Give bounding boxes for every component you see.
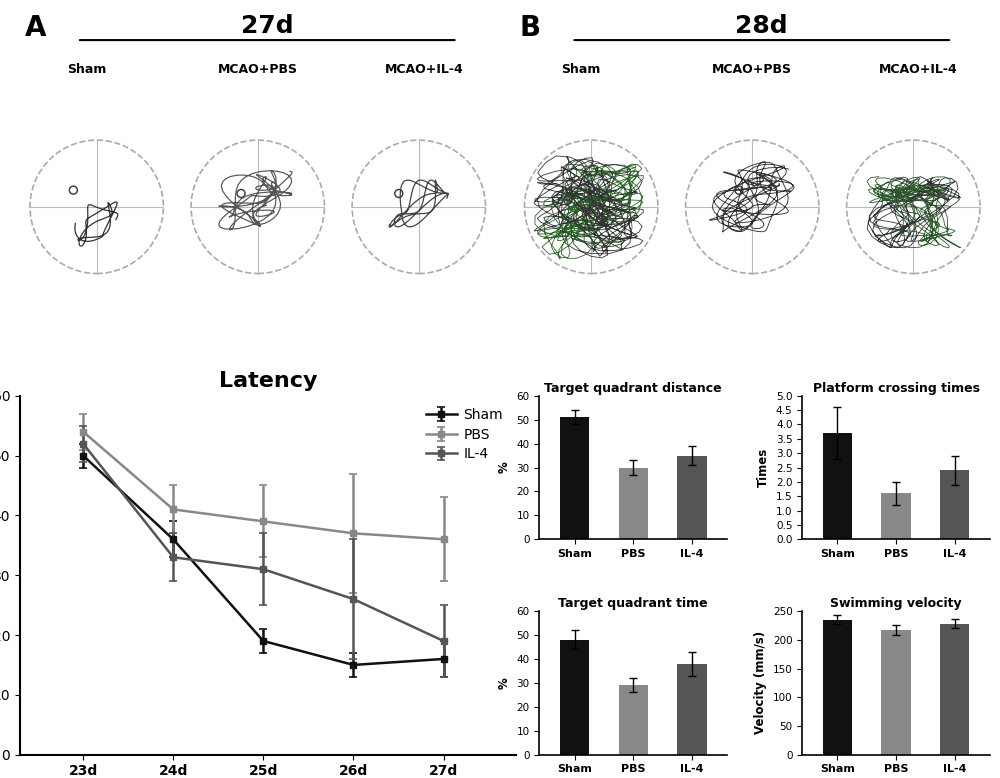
Text: MCAO+PBS: MCAO+PBS [218, 63, 298, 76]
Title: Platform crossing times: Platform crossing times [813, 381, 980, 394]
Bar [881, 493, 911, 539]
Bar [823, 433, 852, 539]
Bar [560, 640, 589, 755]
Text: MCAO+PBS: MCAO+PBS [712, 63, 792, 76]
Text: A: A [25, 13, 46, 41]
Bar [823, 620, 852, 755]
Bar [677, 664, 707, 755]
Y-axis label: %: % [498, 677, 511, 689]
Bar [677, 456, 707, 539]
Text: 27d: 27d [241, 13, 294, 37]
Y-axis label: Velocity (mm/s): Velocity (mm/s) [754, 631, 767, 734]
Bar [619, 468, 648, 539]
Title: Target quadrant distance: Target quadrant distance [544, 381, 722, 394]
Bar [560, 417, 589, 539]
Y-axis label: Times: Times [757, 448, 770, 487]
Text: MCAO+IL-4: MCAO+IL-4 [879, 63, 958, 76]
Text: MCAO+IL-4: MCAO+IL-4 [385, 63, 464, 76]
Text: B: B [519, 13, 540, 41]
Bar [881, 630, 911, 755]
Title: Target quadrant time: Target quadrant time [558, 597, 708, 610]
Bar [940, 471, 969, 539]
Bar [940, 624, 969, 755]
Bar [619, 685, 648, 755]
Legend: Sham, PBS, IL-4: Sham, PBS, IL-4 [421, 403, 509, 467]
Text: Sham: Sham [561, 63, 601, 76]
Title: Latency: Latency [219, 371, 317, 391]
Title: Swimming velocity: Swimming velocity [830, 597, 962, 610]
Y-axis label: %: % [498, 461, 511, 473]
Text: Sham: Sham [67, 63, 106, 76]
Text: 28d: 28d [735, 13, 788, 37]
